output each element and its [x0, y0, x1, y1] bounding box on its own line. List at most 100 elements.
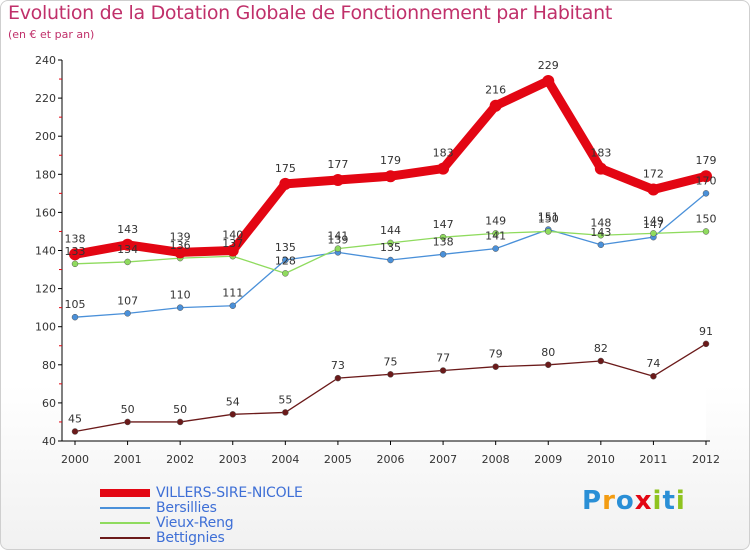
data-label-1: 105 [65, 298, 86, 311]
legend-label-bersillies: Bersillies [156, 500, 217, 516]
data-label-1: 135 [275, 241, 296, 254]
legend-swatch-villers [100, 489, 150, 497]
x-tick-label: 2009 [534, 453, 562, 466]
data-point-0 [594, 162, 607, 175]
data-label-3: 45 [68, 412, 82, 425]
data-point-0 [226, 244, 239, 257]
data-label-1: 143 [590, 226, 611, 239]
legend-swatch-bersillies [100, 507, 150, 509]
x-tick-label: 2001 [114, 453, 142, 466]
data-point-2 [124, 258, 131, 266]
data-label-2: 150 [538, 212, 559, 225]
data-label-3: 77 [436, 352, 450, 365]
data-label-3: 91 [699, 325, 713, 338]
legend-label-villers: VILLERS-SIRE-NICOLE [156, 485, 303, 501]
data-label-0: 179 [380, 154, 401, 167]
data-point-2 [545, 228, 552, 235]
data-point-1 [282, 256, 289, 264]
y-tick-label: 180 [35, 168, 56, 181]
y-tick-label: 120 [35, 283, 56, 296]
data-label-0: 216 [485, 84, 506, 97]
data-point-3 [71, 428, 79, 435]
data-point-2 [597, 232, 605, 239]
logo-letter: i [652, 486, 663, 516]
data-label-1: 170 [696, 174, 717, 187]
data-point-0 [331, 174, 344, 187]
data-point-2 [492, 230, 499, 237]
data-label-3: 50 [173, 403, 187, 416]
logo-letter: r [602, 486, 616, 516]
data-label-0: 183 [433, 147, 454, 160]
data-point-3 [282, 409, 289, 416]
data-label-0: 138 [65, 232, 86, 245]
x-tick-label: 2010 [587, 453, 615, 466]
data-label-2: 141 [327, 230, 348, 243]
logo-letter: i [675, 486, 686, 516]
data-label-1: 135 [380, 241, 401, 254]
data-point-3 [439, 367, 447, 374]
data-label-3: 55 [278, 393, 292, 406]
data-label-2: 148 [590, 216, 611, 229]
data-label-1: 111 [222, 287, 243, 300]
legend-item-bersillies[interactable]: Bersillies [100, 500, 400, 516]
data-label-3: 50 [121, 403, 135, 416]
y-tick-label: 160 [35, 206, 56, 219]
legend-item-bettignies[interactable]: Bettignies [100, 530, 400, 546]
data-label-1: 151 [538, 211, 559, 224]
x-tick-label: 2007 [429, 453, 457, 466]
legend: VILLERS-SIRE-NICOLE Bersillies Vieux-Ren… [100, 485, 400, 546]
x-tick-label: 2011 [639, 453, 667, 466]
data-point-0 [647, 183, 660, 196]
data-point-1 [71, 313, 79, 321]
data-label-3: 80 [541, 346, 555, 359]
y-tick-label: 100 [35, 321, 56, 334]
data-label-0: 179 [696, 154, 717, 167]
proxiti-logo: Proxiti [582, 486, 686, 516]
data-point-3 [176, 418, 184, 426]
data-label-0: 143 [117, 223, 138, 236]
data-point-0 [384, 170, 397, 183]
x-tick-label: 2003 [219, 453, 247, 466]
data-label-3: 79 [489, 348, 503, 361]
x-tick-label: 2006 [377, 453, 405, 466]
x-tick-label: 2008 [482, 453, 510, 466]
chart-subtitle: (en € et par an) [8, 28, 95, 41]
legend-swatch-vieux-reng [100, 522, 150, 524]
data-point-3 [229, 411, 236, 418]
data-point-3 [702, 340, 710, 348]
data-point-3 [650, 372, 657, 380]
data-point-2 [702, 228, 710, 235]
y-tick-label: 80 [42, 359, 56, 372]
data-point-3 [124, 418, 131, 426]
data-label-0: 139 [170, 230, 191, 243]
logo-letter: x [634, 486, 653, 516]
data-point-0 [700, 170, 712, 183]
data-point-2 [282, 270, 289, 277]
data-point-0 [121, 238, 134, 251]
data-point-2 [334, 245, 342, 252]
data-label-0: 183 [590, 147, 611, 160]
legend-label-bettignies: Bettignies [156, 530, 225, 546]
data-label-1: 107 [117, 294, 138, 307]
data-point-2 [439, 233, 447, 241]
data-point-0 [542, 74, 555, 87]
data-label-2: 147 [433, 218, 454, 231]
y-tick-label: 240 [35, 54, 56, 67]
legend-item-vieux-reng[interactable]: Vieux-Reng [100, 515, 400, 531]
data-label-1: 141 [485, 230, 506, 243]
legend-item-villers[interactable]: VILLERS-SIRE-NICOLE [100, 485, 400, 501]
data-label-3: 75 [384, 355, 398, 368]
data-label-1: 147 [643, 218, 664, 231]
data-point-1 [229, 302, 236, 309]
data-point-1 [387, 256, 394, 264]
legend-swatch-bettignies [100, 537, 150, 539]
data-point-0 [437, 162, 450, 175]
data-point-1 [492, 245, 499, 252]
x-tick-label: 2012 [692, 453, 720, 466]
data-point-2 [387, 239, 394, 247]
data-label-2: 150 [696, 212, 717, 225]
logo-letter: o [615, 486, 635, 516]
x-tick-label: 2000 [61, 453, 89, 466]
data-point-2 [650, 230, 657, 237]
